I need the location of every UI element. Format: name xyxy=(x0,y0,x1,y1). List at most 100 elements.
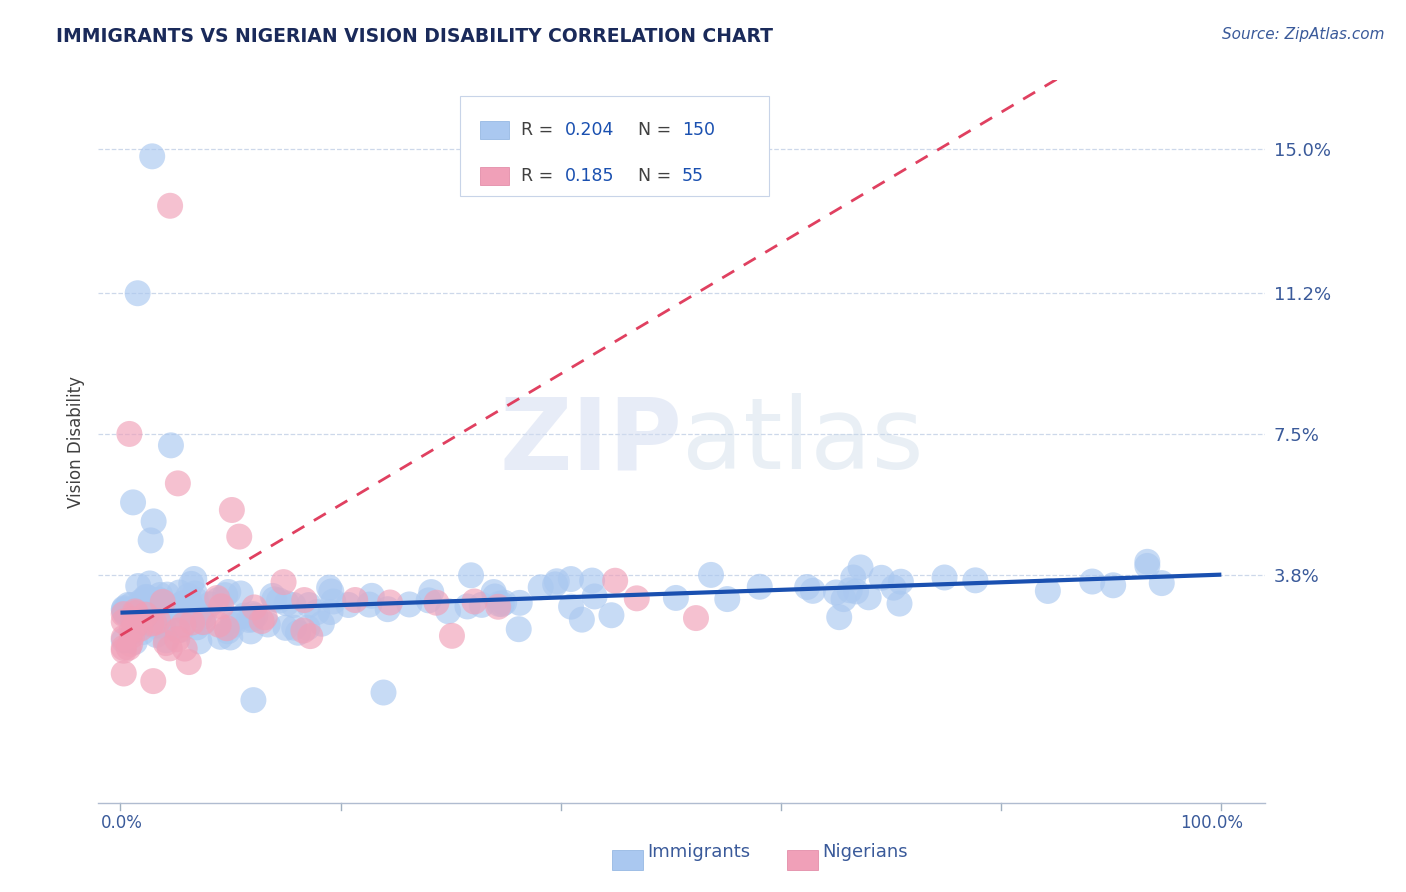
Point xyxy=(149,588,172,602)
Point xyxy=(544,577,567,591)
Point xyxy=(486,599,509,614)
Point xyxy=(1102,578,1125,592)
Point xyxy=(832,592,855,607)
Point xyxy=(152,595,174,609)
Point xyxy=(889,597,911,611)
Text: 0.204: 0.204 xyxy=(565,121,614,139)
Point xyxy=(883,581,905,595)
Point xyxy=(488,597,510,611)
Point xyxy=(191,615,214,629)
Point xyxy=(292,624,315,638)
Point xyxy=(229,586,252,600)
Point xyxy=(828,610,851,624)
Point xyxy=(299,629,322,643)
Point xyxy=(150,612,173,626)
Point xyxy=(297,621,319,635)
Point xyxy=(117,598,139,612)
Point xyxy=(159,199,181,213)
Point xyxy=(1136,558,1159,573)
Point xyxy=(269,593,291,607)
Point xyxy=(546,574,568,589)
Text: Source: ZipAtlas.com: Source: ZipAtlas.com xyxy=(1222,27,1385,42)
Point xyxy=(600,608,623,623)
Point xyxy=(165,620,187,634)
Point xyxy=(135,590,157,604)
Point xyxy=(135,609,157,624)
Point xyxy=(124,635,146,649)
Point xyxy=(239,624,262,639)
Point xyxy=(174,606,197,620)
Point xyxy=(142,515,165,529)
Point xyxy=(124,619,146,633)
Point xyxy=(214,588,236,602)
Point xyxy=(463,594,485,608)
Point xyxy=(166,624,188,638)
Text: 150: 150 xyxy=(682,121,714,139)
Point xyxy=(242,607,264,621)
Text: 0.0%: 0.0% xyxy=(101,814,142,832)
Point xyxy=(120,637,142,651)
Point xyxy=(228,530,250,544)
Point xyxy=(114,605,136,619)
Point xyxy=(152,617,174,632)
Point xyxy=(509,596,531,610)
Point xyxy=(245,608,267,623)
Point xyxy=(665,591,688,605)
Point xyxy=(460,568,482,582)
Point xyxy=(148,593,170,607)
Point xyxy=(167,476,190,491)
Point xyxy=(139,533,162,548)
Point xyxy=(112,640,135,655)
Point xyxy=(127,579,149,593)
Point xyxy=(842,570,865,584)
Point xyxy=(796,580,818,594)
Point xyxy=(139,617,162,632)
Point xyxy=(222,618,245,632)
Point xyxy=(801,583,824,598)
Point xyxy=(418,593,440,607)
Point xyxy=(508,622,530,636)
Point xyxy=(243,600,266,615)
Point xyxy=(180,577,202,591)
Point xyxy=(205,591,228,605)
Point xyxy=(207,593,229,607)
Point xyxy=(198,598,221,612)
Point xyxy=(143,615,166,630)
FancyBboxPatch shape xyxy=(479,120,509,139)
Point xyxy=(121,628,143,642)
Point xyxy=(571,613,593,627)
Point xyxy=(437,604,460,618)
Point xyxy=(283,621,305,635)
Point xyxy=(934,570,956,584)
Text: N =: N = xyxy=(637,168,676,186)
Point xyxy=(287,625,309,640)
Point xyxy=(150,618,173,632)
Point xyxy=(233,608,256,623)
Point xyxy=(193,609,215,624)
Point xyxy=(142,601,165,615)
Point xyxy=(134,593,156,607)
Point xyxy=(169,598,191,612)
Point xyxy=(360,589,382,603)
Point xyxy=(141,149,163,163)
Point xyxy=(129,622,152,636)
Point xyxy=(135,590,157,604)
Point xyxy=(321,584,343,599)
Point xyxy=(122,495,145,509)
Point xyxy=(238,613,260,627)
Text: ZIP: ZIP xyxy=(499,393,682,490)
Point xyxy=(242,612,264,626)
Point xyxy=(560,572,582,586)
Point xyxy=(494,596,516,610)
Y-axis label: Vision Disability: Vision Disability xyxy=(66,376,84,508)
Point xyxy=(179,597,201,611)
Point xyxy=(685,611,707,625)
Point xyxy=(143,612,166,626)
Point xyxy=(253,610,276,624)
Point xyxy=(1150,576,1173,591)
Point xyxy=(135,607,157,622)
Point xyxy=(305,605,328,619)
Point xyxy=(319,605,342,619)
Point xyxy=(148,592,170,607)
Point xyxy=(134,605,156,619)
